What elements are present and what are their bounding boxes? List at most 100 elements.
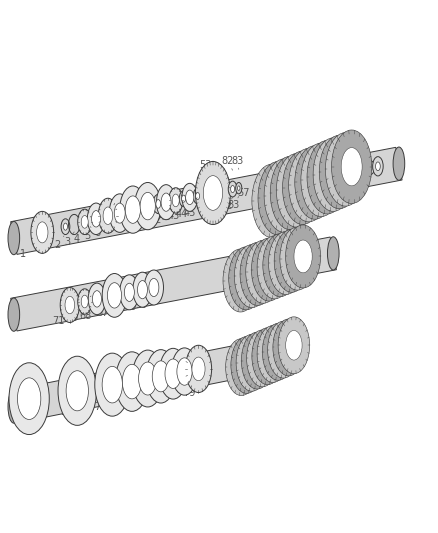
Ellipse shape	[340, 148, 361, 186]
Text: 42: 42	[159, 213, 171, 222]
Ellipse shape	[185, 190, 194, 205]
Ellipse shape	[267, 179, 288, 217]
Ellipse shape	[356, 159, 366, 179]
Text: 78: 78	[154, 391, 167, 401]
Ellipse shape	[264, 159, 304, 232]
Ellipse shape	[120, 186, 146, 233]
Ellipse shape	[137, 280, 147, 299]
Ellipse shape	[374, 162, 379, 171]
Text: 1: 1	[20, 249, 26, 259]
Polygon shape	[11, 333, 301, 423]
Ellipse shape	[262, 233, 297, 297]
Ellipse shape	[236, 334, 267, 391]
Ellipse shape	[181, 183, 197, 212]
Ellipse shape	[78, 289, 92, 314]
Text: 54: 54	[344, 169, 356, 180]
Ellipse shape	[87, 203, 105, 235]
Ellipse shape	[331, 130, 371, 204]
Ellipse shape	[18, 378, 41, 419]
Ellipse shape	[286, 171, 306, 209]
Ellipse shape	[230, 336, 262, 393]
Text: 67: 67	[96, 308, 108, 318]
Ellipse shape	[280, 333, 296, 362]
Ellipse shape	[102, 366, 122, 403]
Text: 75: 75	[113, 399, 126, 409]
Ellipse shape	[31, 212, 53, 253]
Ellipse shape	[185, 345, 211, 392]
Ellipse shape	[257, 236, 291, 299]
Text: 71: 71	[52, 316, 64, 326]
Ellipse shape	[115, 352, 148, 411]
Ellipse shape	[294, 146, 334, 219]
Ellipse shape	[92, 211, 100, 227]
Ellipse shape	[259, 342, 275, 371]
Ellipse shape	[156, 184, 175, 220]
Ellipse shape	[109, 194, 130, 232]
Ellipse shape	[275, 335, 291, 365]
Ellipse shape	[273, 176, 294, 215]
Ellipse shape	[259, 253, 277, 286]
Ellipse shape	[261, 182, 282, 220]
Ellipse shape	[181, 195, 185, 202]
Ellipse shape	[60, 287, 79, 322]
Ellipse shape	[279, 174, 300, 212]
Polygon shape	[11, 237, 336, 331]
Ellipse shape	[64, 223, 67, 230]
Text: 73: 73	[59, 407, 71, 417]
Ellipse shape	[272, 319, 304, 376]
Text: 11: 11	[141, 216, 152, 227]
Ellipse shape	[152, 195, 163, 214]
Ellipse shape	[359, 165, 363, 173]
Ellipse shape	[254, 255, 272, 288]
Ellipse shape	[304, 163, 325, 201]
Ellipse shape	[8, 390, 20, 423]
Ellipse shape	[251, 328, 283, 385]
Ellipse shape	[276, 247, 294, 279]
Ellipse shape	[322, 156, 343, 193]
Ellipse shape	[36, 222, 48, 243]
Text: 4: 4	[74, 235, 80, 244]
Ellipse shape	[267, 321, 298, 378]
Ellipse shape	[279, 227, 314, 290]
Text: 81: 81	[229, 284, 241, 293]
Text: 82: 82	[221, 157, 233, 166]
Ellipse shape	[92, 290, 101, 307]
Ellipse shape	[285, 225, 320, 288]
Ellipse shape	[237, 262, 255, 295]
Text: 80: 80	[233, 384, 245, 394]
Ellipse shape	[114, 203, 125, 223]
Ellipse shape	[328, 153, 349, 191]
Ellipse shape	[368, 165, 371, 171]
Ellipse shape	[270, 156, 310, 230]
Ellipse shape	[318, 135, 359, 209]
Ellipse shape	[223, 249, 258, 312]
Ellipse shape	[246, 330, 278, 387]
Text: 53: 53	[199, 160, 211, 170]
Ellipse shape	[195, 192, 199, 199]
Text: 66: 66	[112, 305, 124, 315]
Text: 2: 2	[54, 240, 60, 251]
Ellipse shape	[8, 298, 20, 332]
Ellipse shape	[140, 192, 155, 220]
Ellipse shape	[258, 161, 297, 235]
Text: 8: 8	[117, 223, 124, 232]
Ellipse shape	[242, 260, 261, 293]
Ellipse shape	[152, 361, 169, 392]
Ellipse shape	[9, 363, 49, 434]
Text: 58: 58	[288, 202, 300, 212]
Ellipse shape	[65, 296, 74, 314]
Text: 7: 7	[106, 225, 112, 235]
Text: 79: 79	[166, 389, 178, 399]
Ellipse shape	[179, 191, 187, 207]
Ellipse shape	[161, 193, 171, 211]
Ellipse shape	[392, 147, 404, 180]
Ellipse shape	[293, 240, 311, 273]
Ellipse shape	[61, 219, 70, 235]
Ellipse shape	[144, 270, 163, 305]
Ellipse shape	[316, 158, 337, 196]
Ellipse shape	[248, 346, 265, 375]
Ellipse shape	[146, 350, 175, 403]
Ellipse shape	[292, 168, 312, 207]
Text: 68: 68	[79, 311, 92, 320]
Text: 45: 45	[183, 208, 195, 218]
